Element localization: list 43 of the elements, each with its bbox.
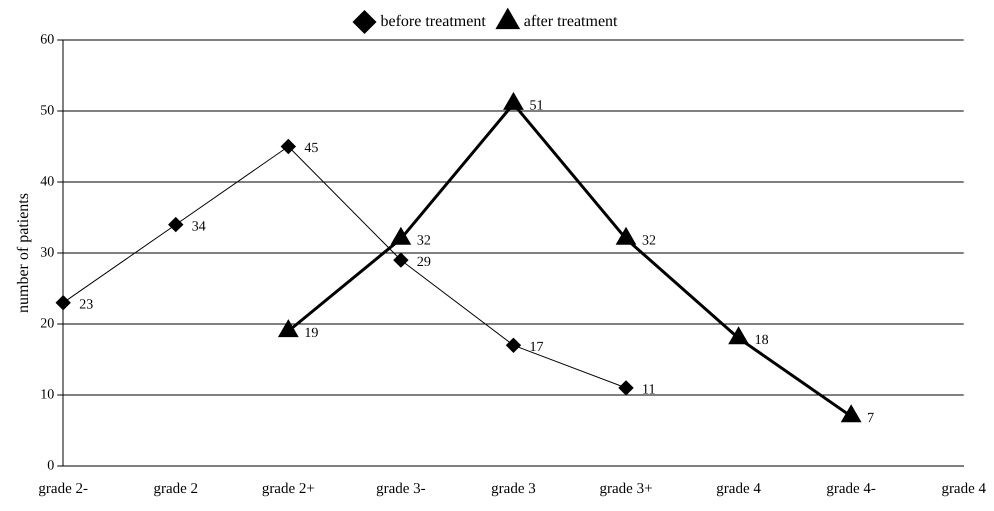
data-label: 23 [79, 297, 94, 312]
y-tick-label: 30 [40, 246, 54, 261]
data-label: 29 [416, 254, 431, 270]
legend-label: after treatment [524, 13, 618, 30]
data-label: 11 [642, 382, 656, 398]
legend-label: before treatment [380, 13, 486, 30]
y-tick-label: 60 [40, 32, 54, 48]
point [280, 139, 296, 154]
x-tick-label: grade 2+ [262, 480, 315, 497]
y-tick-label: 50 [40, 104, 54, 119]
y-tick-label: 0 [47, 458, 54, 474]
point [504, 93, 523, 110]
point [842, 406, 860, 422]
x-tick-label: grade 4 [716, 480, 762, 497]
point [729, 328, 748, 344]
x-tick-label: grade 3- [376, 480, 426, 497]
data-label: 18 [754, 332, 769, 348]
x-tick-label: grade 4- [826, 480, 876, 497]
point [279, 320, 298, 338]
x-tick-label: grade 2 [153, 480, 198, 497]
point [618, 380, 634, 396]
point [393, 252, 408, 268]
y-axis-title: number of patients [14, 193, 32, 313]
x-tick-label: grade 3+ [600, 480, 653, 497]
data-label: 45 [304, 141, 318, 156]
x-tick-label: grade 2- [38, 480, 88, 497]
data-label: 51 [529, 98, 544, 114]
data-label: 7 [867, 410, 874, 426]
data-label: 32 [642, 233, 656, 248]
data-label: 32 [416, 233, 431, 248]
data-label: 17 [529, 340, 544, 355]
x-tick-label: grade 4 [941, 480, 986, 497]
y-tick-label: 40 [40, 174, 54, 190]
y-tick-label: 10 [40, 388, 54, 403]
y-tick-label: 20 [40, 316, 54, 332]
data-label: 34 [192, 219, 206, 234]
point [56, 295, 71, 310]
point [616, 228, 636, 245]
point [168, 217, 184, 232]
point [392, 228, 410, 245]
x-tick-label: grade 3 [491, 480, 536, 497]
data-label: 19 [304, 326, 318, 341]
point [506, 338, 521, 353]
